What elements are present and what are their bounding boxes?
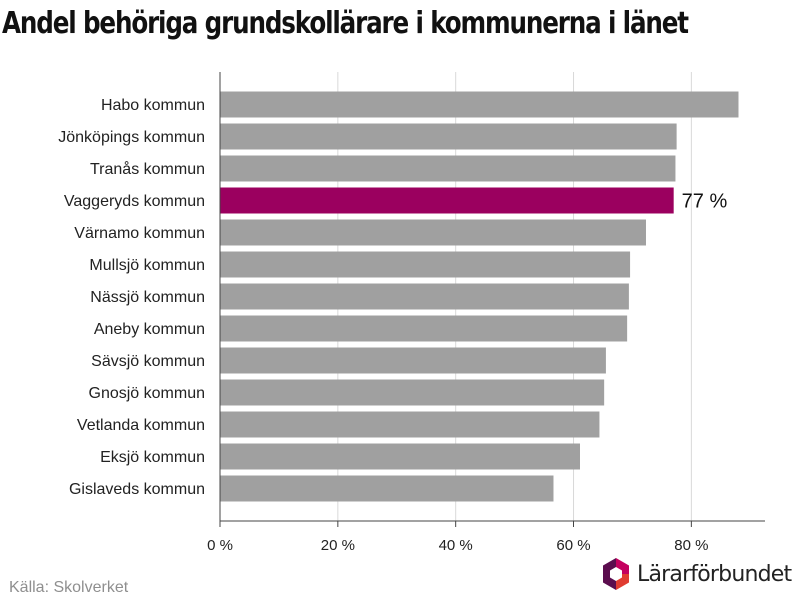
category-label: Värnamo kommun bbox=[74, 225, 205, 242]
bar bbox=[220, 91, 739, 118]
bar bbox=[220, 123, 677, 150]
category-label: Gislaveds kommun bbox=[69, 481, 205, 498]
bar bbox=[220, 379, 605, 406]
bar-chart: Habo kommun Jönköpings kommun Tranås kommu… bbox=[58, 72, 765, 554]
data-label: 77 % bbox=[682, 191, 728, 213]
category-label: Aneby kommun bbox=[94, 321, 205, 338]
source-note: Källa: Skolverket bbox=[9, 579, 129, 596]
brand-name: Lärarförbundet bbox=[637, 561, 792, 587]
bar bbox=[220, 251, 631, 278]
x-tick-label: 40 % bbox=[439, 537, 473, 554]
bar bbox=[220, 155, 676, 182]
category-label: Sävsjö kommun bbox=[91, 353, 205, 370]
category-label: Vetlanda kommun bbox=[77, 417, 205, 434]
x-axis: 0 % 20 % 40 % 60 % 80 % bbox=[207, 72, 765, 554]
category-labels: Habo kommun Jönköpings kommun Tranås kommu… bbox=[58, 97, 727, 498]
bar bbox=[220, 283, 629, 310]
x-tick-label: 20 % bbox=[321, 537, 355, 554]
x-tick-label: 60 % bbox=[556, 537, 590, 554]
x-tick-label: 80 % bbox=[674, 537, 708, 554]
category-label: Tranås kommun bbox=[90, 160, 205, 178]
category-label: Vaggeryds kommun bbox=[64, 193, 205, 210]
bar bbox=[220, 475, 554, 502]
brand-hexagon-icon bbox=[603, 558, 629, 590]
category-label: Nässjö kommun bbox=[90, 289, 205, 306]
category-label: Gnosjö kommun bbox=[89, 385, 206, 402]
category-label: Habo kommun bbox=[101, 97, 205, 114]
bar bbox=[220, 411, 600, 438]
bar bbox=[220, 219, 646, 246]
bar bbox=[220, 315, 628, 342]
bar bbox=[220, 443, 580, 470]
chart-title: Andel behöriga grundskollärare i kommune… bbox=[2, 6, 689, 41]
x-tick-label: 0 % bbox=[207, 537, 233, 554]
bar-highlighted bbox=[220, 187, 674, 214]
brand-logo: Lärarförbundet bbox=[601, 557, 792, 591]
category-label: Jönköpings kommun bbox=[58, 129, 205, 146]
bars bbox=[220, 91, 739, 502]
bar bbox=[220, 347, 606, 374]
category-label: Mullsjö kommun bbox=[89, 257, 205, 274]
category-label: Eksjö kommun bbox=[100, 449, 205, 466]
